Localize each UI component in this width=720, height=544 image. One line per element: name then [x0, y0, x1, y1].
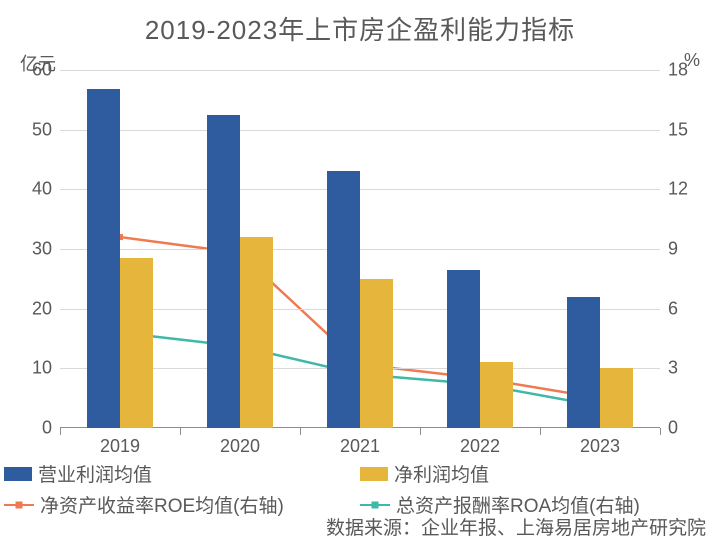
legend-label: 净资产收益率ROE均值(右轴) — [40, 491, 284, 518]
legend-item: 净资产收益率ROE均值(右轴) — [4, 491, 348, 518]
bar — [240, 237, 273, 428]
y2-tick-label: 0 — [668, 418, 678, 439]
x-tick — [660, 428, 661, 435]
bar — [87, 89, 120, 428]
x-tick — [60, 428, 61, 435]
legend-line-icon — [360, 499, 390, 511]
y2-tick-label: 9 — [668, 239, 678, 260]
bar — [327, 171, 360, 428]
y2-tick-label: 3 — [668, 358, 678, 379]
y2-tick-label: 15 — [668, 119, 688, 140]
x-tick — [540, 428, 541, 435]
source-text: 数据来源：企业年报、上海易居房地产研究院 — [326, 513, 706, 540]
y1-tick-label: 50 — [32, 119, 52, 140]
legend-line-icon — [4, 499, 34, 511]
bar — [207, 115, 240, 428]
legend-label: 营业利润均值 — [38, 460, 152, 487]
y2-tick-label: 6 — [668, 298, 678, 319]
x-tick-label: 2020 — [220, 436, 260, 457]
y1-tick-label: 10 — [32, 358, 52, 379]
y1-tick-label: 40 — [32, 179, 52, 200]
plot-area: 0010320630940125015601820192020202120222… — [60, 70, 660, 428]
x-tick — [300, 428, 301, 435]
legend-label: 净利润均值 — [394, 460, 489, 487]
y1-tick-label: 60 — [32, 60, 52, 81]
y2-tick-label: 18 — [668, 60, 688, 81]
y2-tick-label: 12 — [668, 179, 688, 200]
bar — [120, 258, 153, 428]
grid-line — [60, 70, 660, 71]
x-tick-label: 2019 — [100, 436, 140, 457]
legend-swatch — [4, 467, 32, 481]
grid-line — [60, 249, 660, 250]
chart-title: 2019-2023年上市房企盈利能力指标 — [0, 10, 720, 47]
y1-tick-label: 20 — [32, 298, 52, 319]
bar — [447, 270, 480, 428]
legend-item: 净利润均值 — [360, 460, 704, 487]
legend-item: 营业利润均值 — [4, 460, 348, 487]
x-tick-label: 2023 — [580, 436, 620, 457]
grid-line — [60, 130, 660, 131]
y1-tick-label: 30 — [32, 239, 52, 260]
legend-swatch — [360, 467, 388, 481]
chart-container: 2019-2023年上市房企盈利能力指标 亿元 % 00103206309401… — [0, 0, 720, 544]
bar — [360, 279, 393, 428]
x-tick — [420, 428, 421, 435]
grid-line — [60, 189, 660, 190]
bar — [600, 368, 633, 428]
y1-tick-label: 0 — [42, 418, 52, 439]
x-tick-label: 2021 — [340, 436, 380, 457]
x-tick — [180, 428, 181, 435]
x-tick-label: 2022 — [460, 436, 500, 457]
bar — [480, 362, 513, 428]
bar — [567, 297, 600, 428]
